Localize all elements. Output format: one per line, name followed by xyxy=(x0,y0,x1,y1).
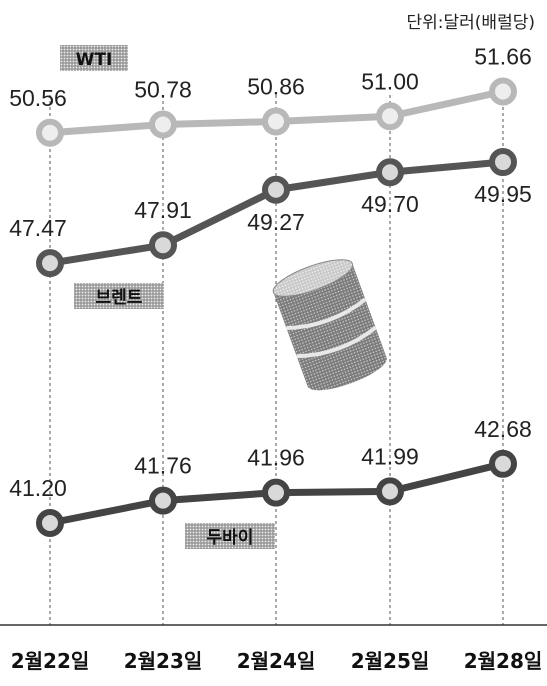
data-point-2-2 xyxy=(152,234,174,256)
data-label-3-3: 41.96 xyxy=(247,445,305,471)
x-tick-label-5: 2월28일 xyxy=(464,649,543,673)
data-point-1-1 xyxy=(39,122,61,144)
series-3: 41.20 41.76 41.96 41.99 42.68 xyxy=(9,416,532,534)
series-tag-label-wti: WTI xyxy=(76,50,113,70)
data-point-3-2 xyxy=(152,490,174,512)
series-tag-label-dubai: 두바이 xyxy=(207,528,254,548)
series-tag-wti: WTI xyxy=(60,45,128,71)
oil-barrel-icon xyxy=(269,252,390,397)
data-label-1-5: 51.66 xyxy=(474,44,532,70)
data-label-2-2: 47.91 xyxy=(134,197,192,223)
x-tick-label-2: 2월23일 xyxy=(124,649,203,673)
data-point-1-3 xyxy=(265,111,287,133)
data-point-2-4 xyxy=(379,161,401,183)
x-tick-label-3: 2월24일 xyxy=(237,649,316,673)
data-label-1-3: 50.86 xyxy=(247,74,305,100)
data-label-3-2: 41.76 xyxy=(134,453,192,479)
series-tag-label-brent: 브렌트 xyxy=(96,288,143,308)
data-point-2-3 xyxy=(265,179,287,201)
x-tick-label-4: 2월25일 xyxy=(351,649,430,673)
data-label-3-1: 41.20 xyxy=(9,475,67,501)
series-tag-dubai: 두바이 xyxy=(185,523,275,549)
data-label-3-5: 42.68 xyxy=(474,416,532,442)
data-point-3-4 xyxy=(379,480,401,502)
data-point-1-5 xyxy=(492,81,514,103)
data-point-2-5 xyxy=(492,151,514,173)
series-tag-brent: 브렌트 xyxy=(74,283,164,309)
data-label-1-2: 50.78 xyxy=(134,77,192,103)
data-label-2-3: 49.27 xyxy=(247,209,305,235)
data-label-2-5: 49.95 xyxy=(474,181,532,207)
data-label-3-4: 41.99 xyxy=(361,443,419,469)
data-point-1-4 xyxy=(379,105,401,127)
data-label-2-4: 49.70 xyxy=(361,191,419,217)
data-point-2-1 xyxy=(39,252,61,274)
data-label-2-1: 47.47 xyxy=(9,215,67,241)
data-point-3-1 xyxy=(39,512,61,534)
data-point-3-3 xyxy=(265,482,287,504)
x-tick-label-1: 2월22일 xyxy=(11,649,90,673)
data-label-1-4: 51.00 xyxy=(361,68,419,94)
grid-lines xyxy=(50,95,503,625)
data-point-1-2 xyxy=(152,114,174,136)
data-point-3-5 xyxy=(492,453,514,475)
data-label-1-1: 50.56 xyxy=(9,85,67,111)
series-2: 47.47 47.91 49.27 49.70 49.95 xyxy=(9,151,532,274)
